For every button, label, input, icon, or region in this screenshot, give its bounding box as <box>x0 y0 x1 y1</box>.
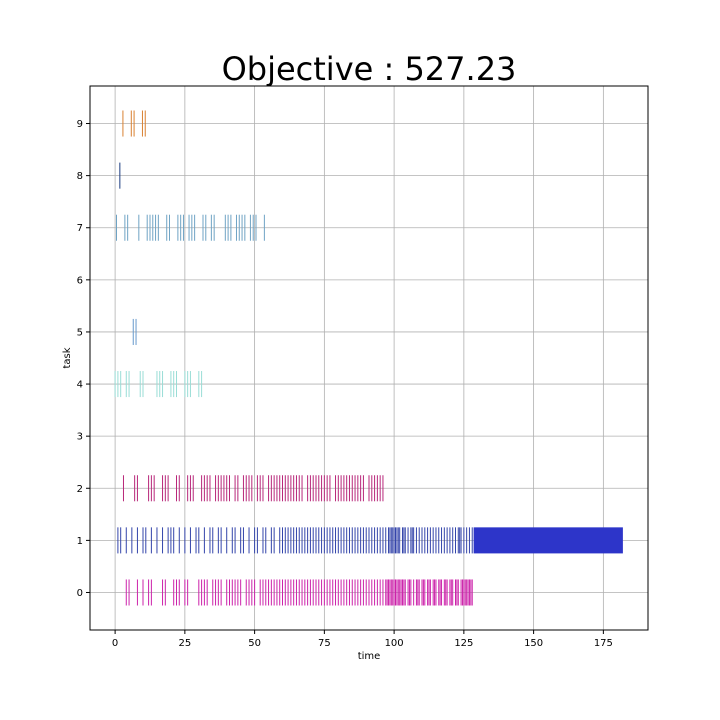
y-tick-label: 1 <box>77 536 83 547</box>
task-row-0 <box>125 579 473 606</box>
task-row-2 <box>122 475 384 502</box>
task-row-4 <box>114 371 203 398</box>
task-row-7 <box>116 214 265 241</box>
chart-title: Objective : 527.23 <box>222 50 517 88</box>
task-block <box>473 527 623 554</box>
x-tick-label: 100 <box>385 638 404 649</box>
y-tick-label: 7 <box>77 223 83 234</box>
task-row-5 <box>132 318 137 345</box>
y-tick-label: 5 <box>77 327 83 338</box>
task-row-9 <box>122 110 146 137</box>
x-tick-label: 75 <box>318 638 331 649</box>
grid-layer <box>90 86 648 630</box>
x-tick-label: 125 <box>454 638 473 649</box>
y-tick-label: 3 <box>77 432 83 443</box>
plot-frame <box>89 85 649 631</box>
x-tick-label: 150 <box>524 638 543 649</box>
task-row-1 <box>117 527 623 554</box>
y-axis-label: task <box>62 347 73 368</box>
ticks-layer: 0 25 50 75 100 125 150 175 0 1 2 3 4 5 6 7 8 9 <box>77 119 613 649</box>
x-tick-label: 50 <box>248 638 261 649</box>
x-tick-label: 0 <box>112 638 118 649</box>
marks-layer <box>114 110 623 606</box>
y-tick-label: 2 <box>77 484 83 495</box>
y-tick-label: 6 <box>77 275 83 286</box>
x-axis-label: time <box>358 651 381 662</box>
y-tick-label: 0 <box>77 588 83 599</box>
y-tick-label: 9 <box>77 119 83 130</box>
x-tick-label: 175 <box>594 638 613 649</box>
y-tick-label: 8 <box>77 171 83 182</box>
y-tick-label: 4 <box>77 380 83 391</box>
x-tick-label: 25 <box>178 638 191 649</box>
